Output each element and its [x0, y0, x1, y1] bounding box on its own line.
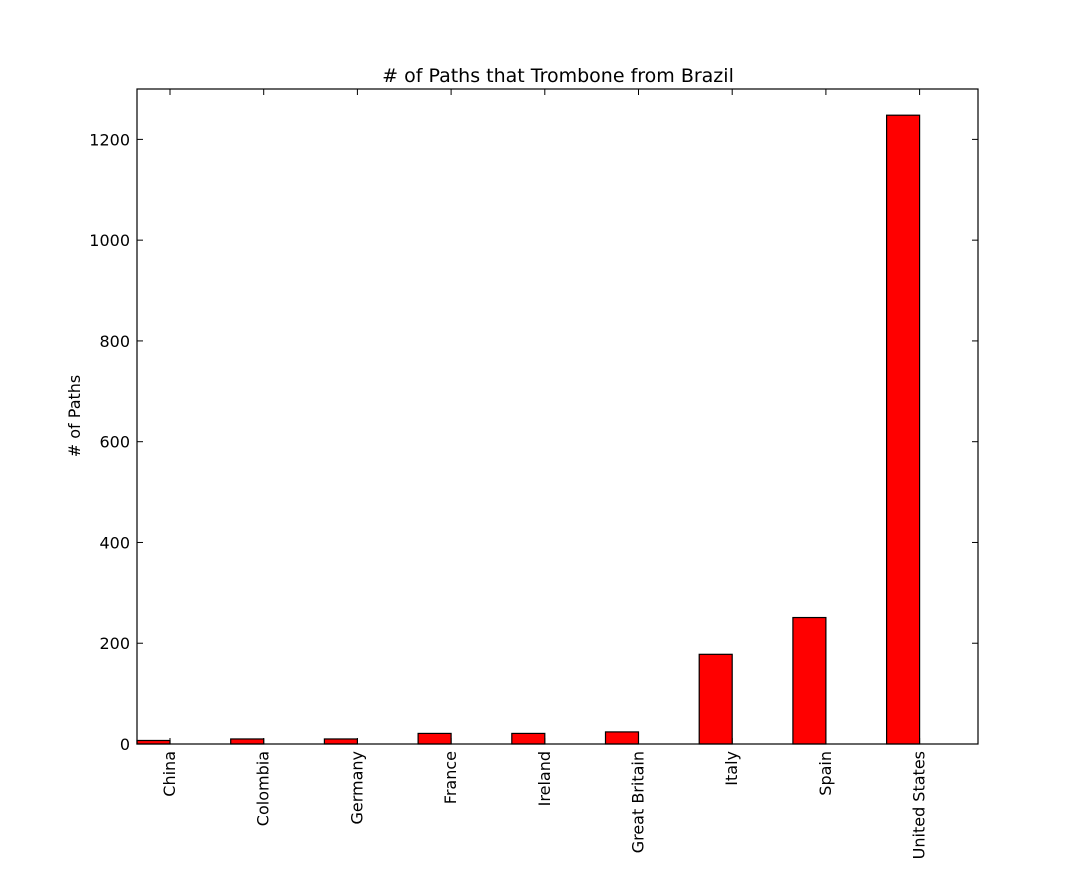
- y-tick-label: 1000: [89, 231, 130, 250]
- x-tick-label: France: [441, 751, 460, 804]
- bar: [323, 738, 358, 745]
- bar: [885, 114, 921, 745]
- bar: [417, 732, 452, 745]
- x-axis-ticks: China Colombia Germany France Ireland Great B…: [160, 89, 929, 859]
- x-tick-label: Ireland: [535, 751, 554, 806]
- y-tick-label: 0: [120, 735, 130, 754]
- bar: [604, 731, 640, 745]
- y-tick-label: 800: [99, 332, 130, 351]
- x-tick-label: Colombia: [254, 751, 273, 826]
- bar: [698, 653, 733, 745]
- x-tick-label: United States: [910, 751, 929, 859]
- chart-title: # of Paths that Trombone from Brazil: [382, 65, 734, 87]
- x-tick-label: Italy: [722, 751, 741, 786]
- y-tick-label: 400: [99, 533, 130, 552]
- y-tick-label: 200: [99, 634, 130, 653]
- x-tick-label: China: [160, 751, 179, 797]
- plot-area-frame: [136, 88, 979, 745]
- y-axis-label: # of Paths: [65, 375, 84, 457]
- bars: [136, 114, 921, 745]
- y-axis-ticks: 0 200 400 600 800 1000 1200: [89, 130, 978, 754]
- y-tick-label: 1200: [89, 130, 130, 149]
- x-tick-label: Great Britain: [629, 751, 648, 853]
- bar: [230, 738, 265, 745]
- bar: [511, 732, 546, 745]
- y-tick-label: 600: [99, 433, 130, 452]
- bar: [792, 616, 827, 745]
- x-tick-label: Spain: [816, 751, 835, 796]
- x-tick-label: Germany: [347, 751, 366, 825]
